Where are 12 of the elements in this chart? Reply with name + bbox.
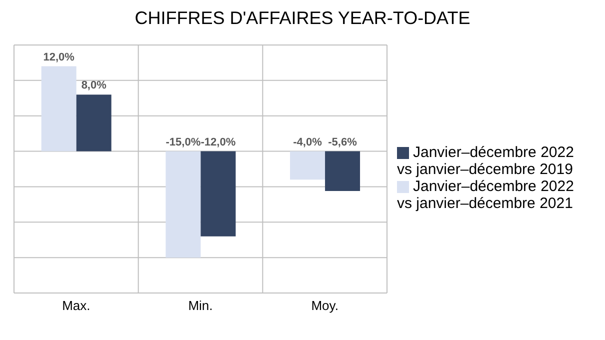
chart-title: CHIFFRES D'AFFAIRES YEAR-TO-DATE <box>134 8 472 29</box>
x-tick-label: Min. <box>188 298 213 314</box>
x-tick-label: Max. <box>62 298 90 314</box>
data-label: -12,0% <box>200 136 236 148</box>
x-tick-label: Moy. <box>311 298 338 314</box>
legend-label: Janvier–décembre 2022 vs janvier–décembre 2021 <box>397 178 574 212</box>
data-label: 12,0% <box>43 51 75 64</box>
data-label: -4,0% <box>293 136 322 148</box>
legend-label: Janvier–décembre 2022 vs janvier–décembre 2019 <box>397 144 574 178</box>
data-label: -15,0% <box>166 136 201 148</box>
data-label: 8,0% <box>81 80 107 92</box>
data-label: -5,6% <box>328 136 358 148</box>
